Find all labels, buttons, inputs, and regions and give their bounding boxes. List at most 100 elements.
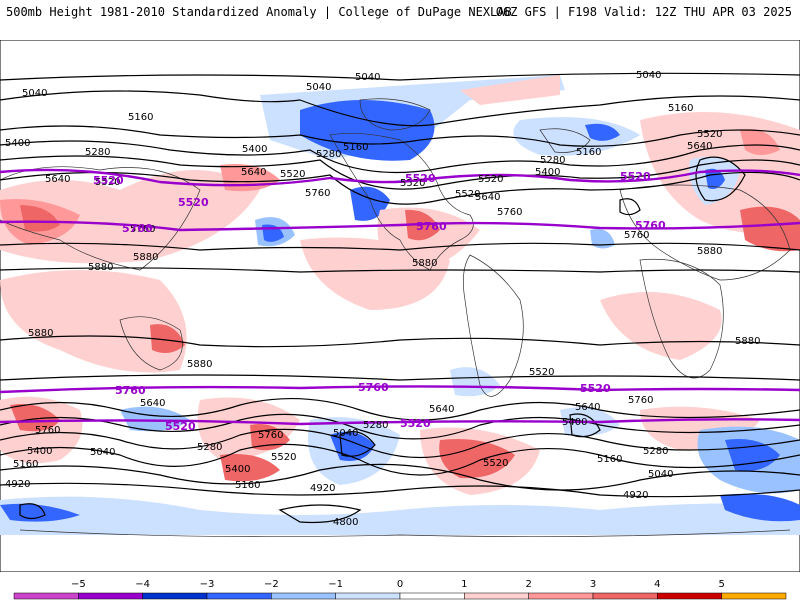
legend-tick-label: −4 <box>135 579 150 590</box>
contour-label: 5040 <box>22 88 47 99</box>
legend-tick-label: 5 <box>718 579 724 590</box>
highlight-contours <box>0 168 800 426</box>
contour-label: 5640 <box>140 398 165 409</box>
legend-tick-label: 1 <box>461 579 467 590</box>
legend-tick-label: −2 <box>264 579 279 590</box>
model-run-info: 06Z GFS | F198 Valid: 12Z THU APR 03 202… <box>495 5 792 19</box>
contour-label: 5400 <box>535 167 560 178</box>
contour-label: 5520 <box>400 178 425 189</box>
contour-label: 5760 <box>624 230 649 241</box>
contour-label: 5160 <box>235 480 260 491</box>
contour-label: 5040 <box>90 447 115 458</box>
contour-label: 4800 <box>333 517 358 528</box>
contour-label: 5280 <box>363 420 388 431</box>
contour-label: 5640 <box>429 404 454 415</box>
legend-swatch <box>528 592 594 600</box>
contour-label: 5400 <box>562 417 587 428</box>
contour-label-highlight: 5520 <box>620 170 651 183</box>
contour-label-highlight: 5520 <box>165 420 196 433</box>
contour-label: 5880 <box>88 262 113 273</box>
contour-label: 5520 <box>280 169 305 180</box>
contour-label: 5160 <box>668 103 693 114</box>
legend-tick-label: 3 <box>590 579 596 590</box>
contour-label: 5880 <box>412 258 437 269</box>
contour-label: 5640 <box>241 167 266 178</box>
contour-label: 5520 <box>697 129 722 140</box>
legend-swatch <box>271 592 336 600</box>
legend-swatch <box>721 592 787 600</box>
legend-tick-label: −3 <box>200 579 215 590</box>
legend-tick-labels: −5 −4 −3 −2 −1 0 1 2 3 4 5 <box>71 579 725 590</box>
contour-label: 5760 <box>130 224 155 235</box>
legend-swatch <box>78 592 143 600</box>
contour-label: 5640 <box>45 174 70 185</box>
contour-label: 5040 <box>306 82 331 93</box>
legend-swatch <box>13 592 79 600</box>
contour-label-highlight: 5760 <box>122 222 153 235</box>
legend-tick-label: −1 <box>328 579 343 590</box>
legend-tick-label: 4 <box>654 579 660 590</box>
contour-label: 5760 <box>305 188 330 199</box>
contour-label: 5160 <box>128 112 153 123</box>
contour-label: 5400 <box>5 138 30 149</box>
contour-label: 5520 <box>455 189 480 200</box>
contour-label-highlight: 5520 <box>178 196 209 209</box>
contour-label: 5760 <box>35 425 60 436</box>
contour-label: 5400 <box>242 144 267 155</box>
contour-label-highlight: 5520 <box>93 174 124 187</box>
map-area[interactable]: 5040 5040 5040 5040 5160 5160 5400 5280 … <box>0 39 800 573</box>
contour-label: 5280 <box>316 149 341 160</box>
contour-label: 5280 <box>540 155 565 166</box>
legend-swatch <box>142 592 208 600</box>
contour-label: 5640 <box>575 402 600 413</box>
contour-label: 5880 <box>133 252 158 263</box>
highlight-contour-labels: 5520 5520 5520 5520 5760 5760 5760 5760 … <box>93 170 666 433</box>
height-contour-labels: 5040 5040 5040 5040 5160 5160 5400 5280 … <box>5 70 760 528</box>
legend-swatch <box>206 592 272 600</box>
contour-label: 5400 <box>225 464 250 475</box>
contour-label: 5520 <box>483 458 508 469</box>
contour-label: 5280 <box>643 446 668 457</box>
legend-color-bar <box>13 592 787 600</box>
contour-label: 5400 <box>27 446 52 457</box>
contour-label: 5520 <box>478 174 503 185</box>
contour-label: 5760 <box>628 395 653 406</box>
contour-label: 5880 <box>28 328 53 339</box>
legend-swatch <box>399 592 465 600</box>
contour-label-highlight: 5760 <box>416 220 447 233</box>
contour-label: 5280 <box>85 147 110 158</box>
legend-tick-label: −5 <box>71 579 86 590</box>
map-header: 500mb Height 1981-2010 Standardized Anom… <box>0 0 800 22</box>
legend-swatch <box>657 592 722 600</box>
contour-label: 5160 <box>13 459 38 470</box>
contour-label: 5040 <box>636 70 661 81</box>
contour-label: 5760 <box>258 430 283 441</box>
contour-label: 5640 <box>475 192 500 203</box>
color-legend: −5 −4 −3 −2 −1 0 1 2 3 4 5 <box>0 576 800 600</box>
contour-label-highlight: 5760 <box>358 381 389 394</box>
contour-label-highlight: 5760 <box>115 384 146 397</box>
contour-label: 5880 <box>187 359 212 370</box>
contour-label-highlight: 5520 <box>405 172 436 185</box>
map-title: 500mb Height 1981-2010 Standardized Anom… <box>6 5 512 19</box>
legend-swatch <box>335 592 401 600</box>
contour-label: 5040 <box>355 72 380 83</box>
contour-label: 4920 <box>5 479 30 490</box>
height-contours <box>0 72 800 524</box>
contour-label: 5880 <box>735 336 760 347</box>
contour-label: 5520 <box>271 452 296 463</box>
legend-swatch <box>592 592 658 600</box>
contour-label-highlight: 5520 <box>400 417 431 430</box>
contour-label: 5040 <box>333 428 358 439</box>
contour-label: 4920 <box>310 483 335 494</box>
contour-label: 5640 <box>687 141 712 152</box>
contour-label: 5880 <box>697 246 722 257</box>
contour-label: 5760 <box>497 207 522 218</box>
contour-label: 5520 <box>529 367 554 378</box>
legend-tick-label: 2 <box>525 579 531 590</box>
contour-label: 5280 <box>197 442 222 453</box>
contour-label: 5160 <box>597 454 622 465</box>
contour-label: 5160 <box>343 142 368 153</box>
contour-label: 5520 <box>95 177 120 188</box>
contour-label: 4920 <box>623 490 648 501</box>
